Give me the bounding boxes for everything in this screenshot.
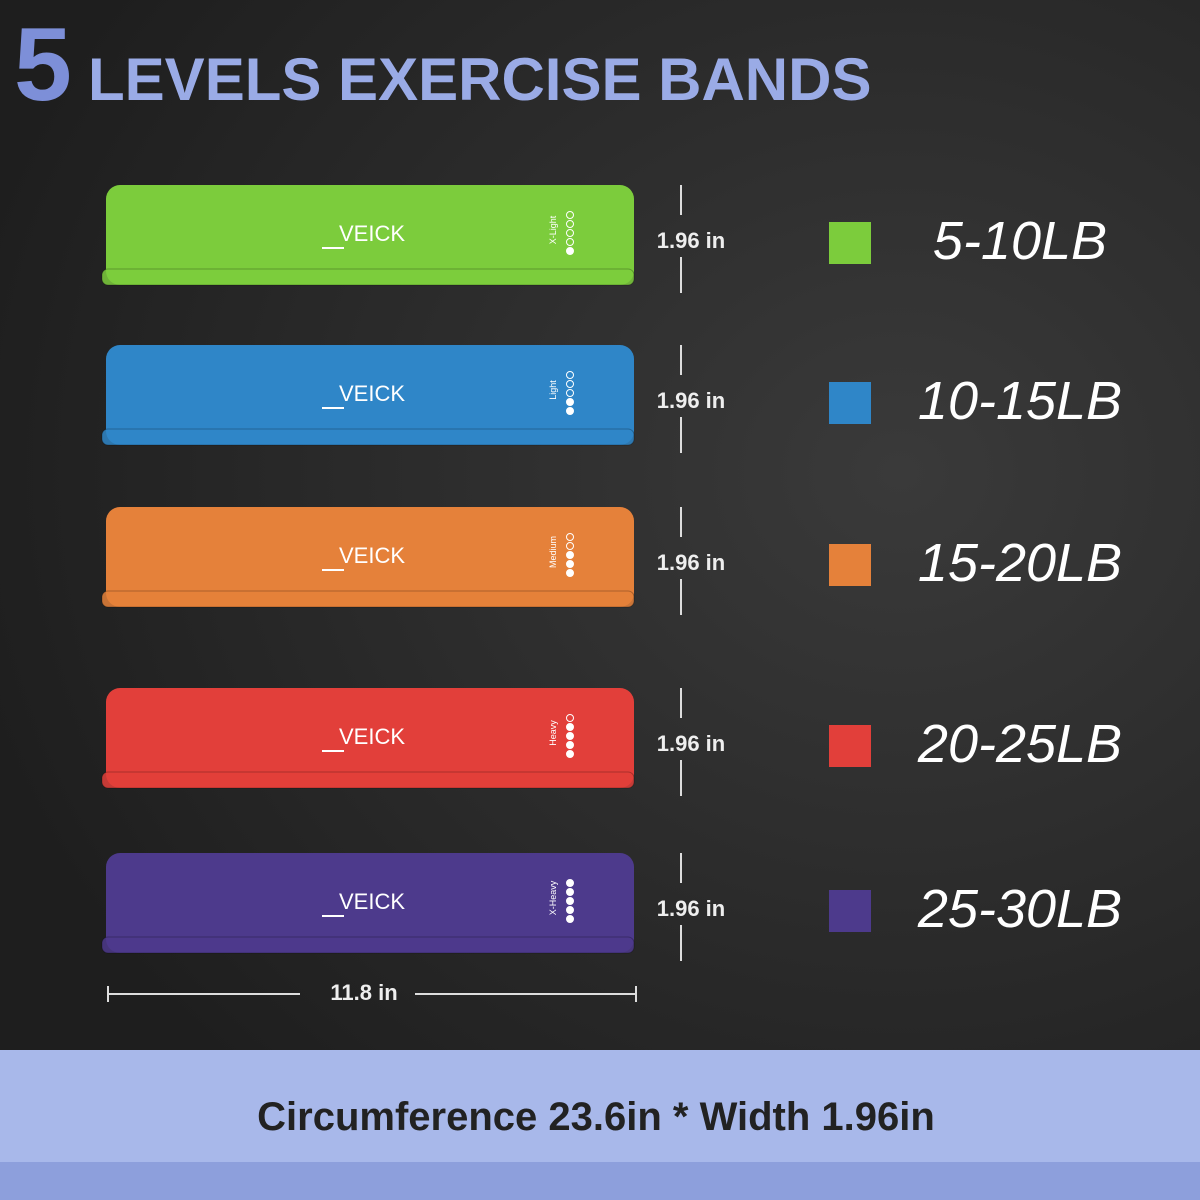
level-drop bbox=[566, 714, 574, 722]
brand: VEICK bbox=[339, 889, 405, 914]
resistance: 25-30LB bbox=[917, 879, 1122, 939]
band-fold bbox=[101, 936, 635, 954]
level-drop bbox=[566, 220, 574, 228]
width-label: 1.96 in bbox=[657, 228, 725, 253]
level-drop bbox=[566, 211, 574, 219]
brand: VEICK bbox=[339, 221, 405, 246]
level-drop bbox=[566, 407, 574, 415]
footer-strip bbox=[0, 1162, 1200, 1200]
band-fold bbox=[101, 590, 635, 608]
level-drop bbox=[566, 247, 574, 255]
band bbox=[106, 345, 634, 445]
footer-text: Circumference 23.6in * Width 1.96in bbox=[257, 1095, 935, 1139]
level-drop bbox=[566, 723, 574, 731]
level-label: X-Light bbox=[548, 215, 558, 244]
resistance: 15-20LB bbox=[918, 533, 1122, 593]
level-drop bbox=[566, 906, 574, 914]
length-label: 11.8 in bbox=[330, 980, 397, 1005]
level-drop bbox=[566, 238, 574, 246]
level-drop bbox=[566, 542, 574, 550]
level-drop bbox=[566, 371, 574, 379]
level-label: Heavy bbox=[548, 720, 558, 746]
band bbox=[106, 507, 634, 607]
level-drop bbox=[566, 897, 574, 905]
width-label: 1.96 in bbox=[657, 896, 725, 921]
band bbox=[106, 853, 634, 953]
level-drop bbox=[566, 229, 574, 237]
footer-band bbox=[0, 1050, 1200, 1162]
width-label: 1.96 in bbox=[657, 731, 725, 756]
level-drop bbox=[566, 879, 574, 887]
color-swatch bbox=[829, 890, 871, 932]
resistance: 5-10LB bbox=[933, 211, 1107, 271]
level-drop bbox=[566, 750, 574, 758]
level-drop bbox=[566, 398, 574, 406]
level-drop bbox=[566, 380, 574, 388]
color-swatch bbox=[829, 382, 871, 424]
level-drop bbox=[566, 533, 574, 541]
width-label: 1.96 in bbox=[657, 550, 725, 575]
level-drop bbox=[566, 569, 574, 577]
level-drop bbox=[566, 551, 574, 559]
resistance: 20-25LB bbox=[917, 714, 1122, 774]
resistance: 10-15LB bbox=[918, 371, 1122, 431]
band bbox=[106, 185, 634, 285]
band-fold bbox=[101, 268, 635, 286]
width-label: 1.96 in bbox=[657, 388, 725, 413]
level-drop bbox=[566, 741, 574, 749]
level-drop bbox=[566, 888, 574, 896]
color-swatch bbox=[829, 222, 871, 264]
title: LEVELS EXERCISE BANDS bbox=[88, 46, 872, 113]
bands: VEICK X-Light 1.96 in 5-10LB VEICK Light 1.96 … bbox=[101, 185, 1122, 961]
color-swatch bbox=[829, 725, 871, 767]
band-fold bbox=[101, 771, 635, 789]
title-number: 5 bbox=[14, 7, 72, 123]
level-label: X-Heavy bbox=[548, 880, 558, 915]
level-drop bbox=[566, 915, 574, 923]
color-swatch bbox=[829, 544, 871, 586]
level-drop bbox=[566, 389, 574, 397]
brand: VEICK bbox=[339, 724, 405, 749]
band bbox=[106, 688, 634, 788]
brand: VEICK bbox=[339, 543, 405, 568]
band-fold bbox=[101, 428, 635, 446]
level-drop bbox=[566, 732, 574, 740]
level-label: Light bbox=[548, 380, 558, 400]
brand: VEICK bbox=[339, 381, 405, 406]
level-label: Medium bbox=[548, 536, 558, 568]
level-drop bbox=[566, 560, 574, 568]
